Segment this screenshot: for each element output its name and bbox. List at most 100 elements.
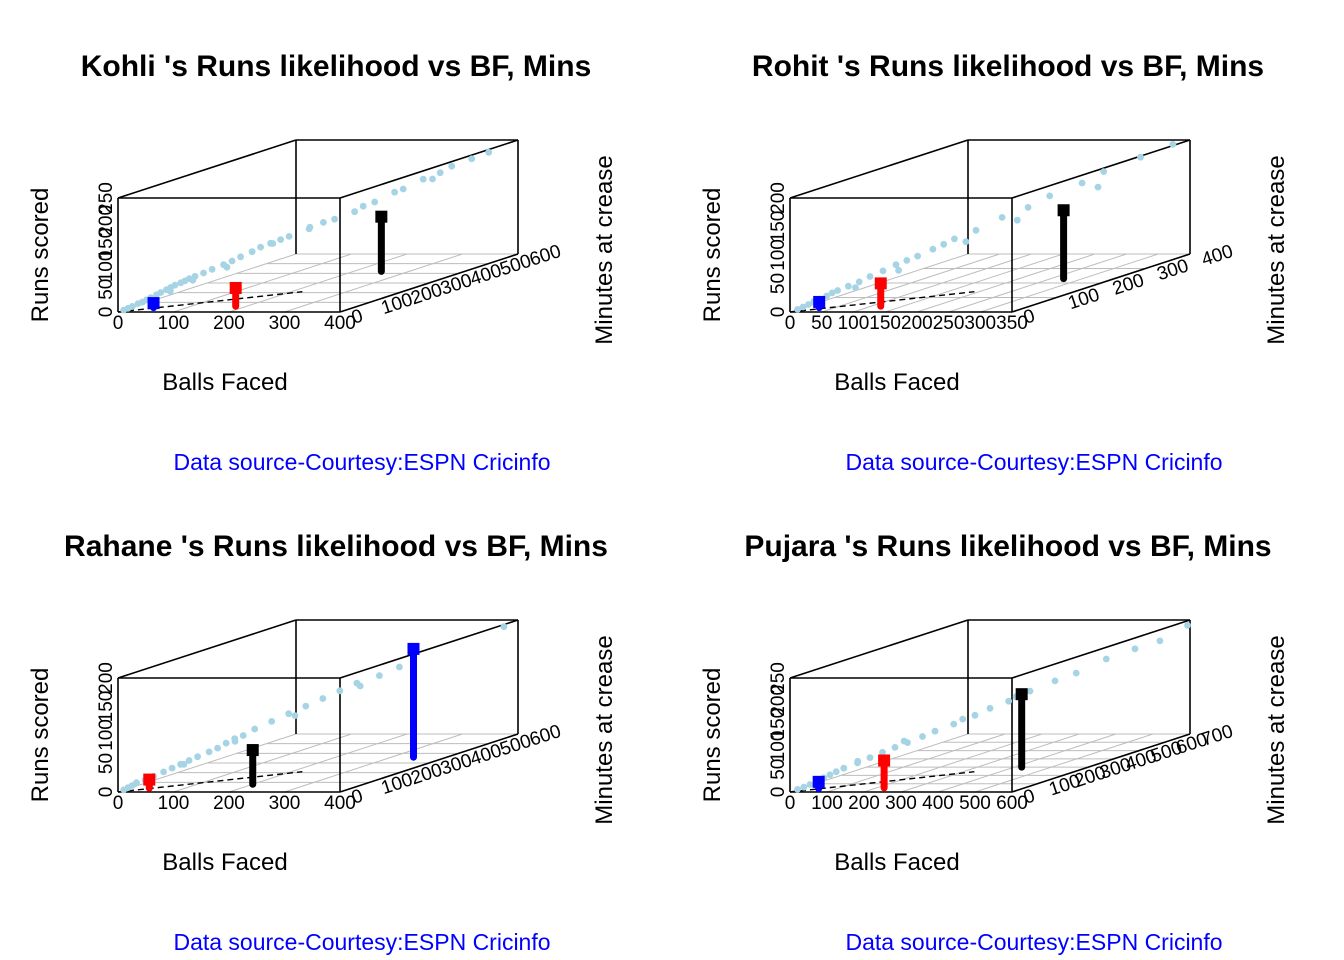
x-tick-label: 0 — [113, 313, 124, 334]
x-tick-label: 300 — [269, 313, 301, 334]
data-point — [248, 248, 256, 256]
data-point — [485, 148, 493, 156]
chart-title: Pujara 's Runs likelihood vs BF, Mins — [744, 530, 1271, 563]
box-edge — [339, 619, 519, 679]
data-point — [1102, 655, 1110, 663]
plot-box — [789, 619, 1191, 793]
z-tick-label: 0 — [96, 307, 117, 318]
data-point — [799, 303, 807, 311]
z-tick-label: 0 — [96, 787, 117, 798]
data-point — [1137, 153, 1144, 161]
data-point — [166, 287, 174, 295]
data-point — [1094, 183, 1102, 191]
x-tick-label: 0 — [785, 313, 796, 334]
data-point — [1005, 697, 1013, 705]
data-point — [285, 233, 293, 240]
marker-cap — [143, 773, 156, 786]
box-edge — [1011, 619, 1191, 679]
x-axis-label: Balls Faced — [834, 849, 959, 876]
marker-cap — [1057, 204, 1070, 217]
box-edge — [789, 139, 969, 199]
y-axis-label: Minutes at crease — [591, 155, 618, 344]
data-point — [268, 718, 276, 725]
data-point — [180, 760, 188, 768]
y-tick-label: 300 — [1155, 255, 1192, 285]
z-tick-label: 50 — [96, 279, 117, 300]
data-point — [840, 764, 848, 772]
data-point — [900, 737, 908, 745]
data-point — [194, 753, 202, 761]
data-point — [214, 744, 222, 752]
marker-cap — [812, 775, 825, 788]
box-edge — [339, 253, 519, 313]
data-point — [903, 257, 911, 264]
x-tick-label: 50 — [811, 313, 832, 334]
x-tick-label: 300 — [269, 793, 301, 814]
data-point — [231, 738, 239, 745]
data-point — [500, 623, 508, 631]
data-point — [291, 712, 299, 719]
plot-box — [117, 619, 519, 793]
z-tick-label: 250 — [96, 182, 117, 214]
data-point — [806, 781, 814, 788]
box-edge — [1011, 733, 1191, 793]
data-point — [866, 273, 874, 280]
box-edge — [339, 733, 519, 793]
x-tick-label: 500 — [959, 793, 991, 814]
chart-title: Rohit 's Runs likelihood vs BF, Mins — [752, 50, 1264, 83]
chart-title: Rahane 's Runs likelihood vs BF, Mins — [64, 530, 608, 563]
data-point — [972, 226, 980, 234]
data-point — [468, 155, 476, 163]
z-tick-label: 200 — [768, 685, 789, 717]
data-point — [1051, 677, 1059, 685]
x-tick-label: 200 — [848, 793, 880, 814]
data-point — [320, 219, 327, 226]
data-point — [879, 267, 887, 275]
z-tick-label: 200 — [96, 662, 117, 694]
x-tick-label: 300 — [885, 793, 917, 814]
data-point — [794, 306, 801, 313]
data-point — [351, 208, 358, 216]
x-tick-label: 300 — [964, 313, 996, 334]
data-point — [914, 252, 921, 260]
x-tick-label: 200 — [213, 313, 245, 334]
grid-line — [900, 733, 1080, 793]
x-tick-label: 100 — [158, 313, 190, 334]
y-axis-label: Minutes at crease — [1263, 635, 1290, 824]
data-point — [845, 282, 852, 290]
marker-cap — [407, 642, 420, 655]
x-tick-label: 250 — [933, 313, 965, 334]
data-point — [399, 185, 407, 193]
z-tick-label: 200 — [96, 205, 117, 237]
data-point — [866, 754, 874, 761]
data-point — [223, 263, 231, 271]
z-tick-label: 50 — [96, 753, 117, 774]
z-axis-label: Runs scored — [699, 668, 726, 803]
data-point — [228, 257, 236, 265]
data-points — [794, 140, 1177, 313]
data-point — [277, 236, 284, 244]
data-point — [998, 214, 1006, 221]
z-axis-label: Runs scored — [27, 668, 54, 803]
z-tick-label: 100 — [96, 719, 117, 751]
data-point — [1024, 204, 1032, 211]
box-edge — [1011, 253, 1191, 313]
x-tick-label: 150 — [869, 313, 901, 334]
x-tick-label: 200 — [901, 313, 933, 334]
data-point — [891, 744, 899, 751]
data-point — [251, 725, 259, 733]
data-point — [940, 240, 948, 248]
box-edge — [117, 619, 297, 679]
data-point — [396, 663, 403, 671]
x-tick-label: 100 — [158, 793, 190, 814]
marker-cap — [878, 754, 891, 767]
x-tick-label: 400 — [324, 793, 356, 814]
data-point — [205, 748, 213, 756]
y-tick-label: 600 — [527, 241, 564, 271]
data-point — [800, 783, 808, 791]
chart-panel: Rahane 's Runs likelihood vs BF, Mins 0 10… — [27, 530, 618, 955]
y-tick-label: 100 — [1066, 284, 1103, 314]
data-point — [971, 711, 979, 719]
marker-cap — [1015, 688, 1028, 701]
data-point — [133, 779, 140, 787]
